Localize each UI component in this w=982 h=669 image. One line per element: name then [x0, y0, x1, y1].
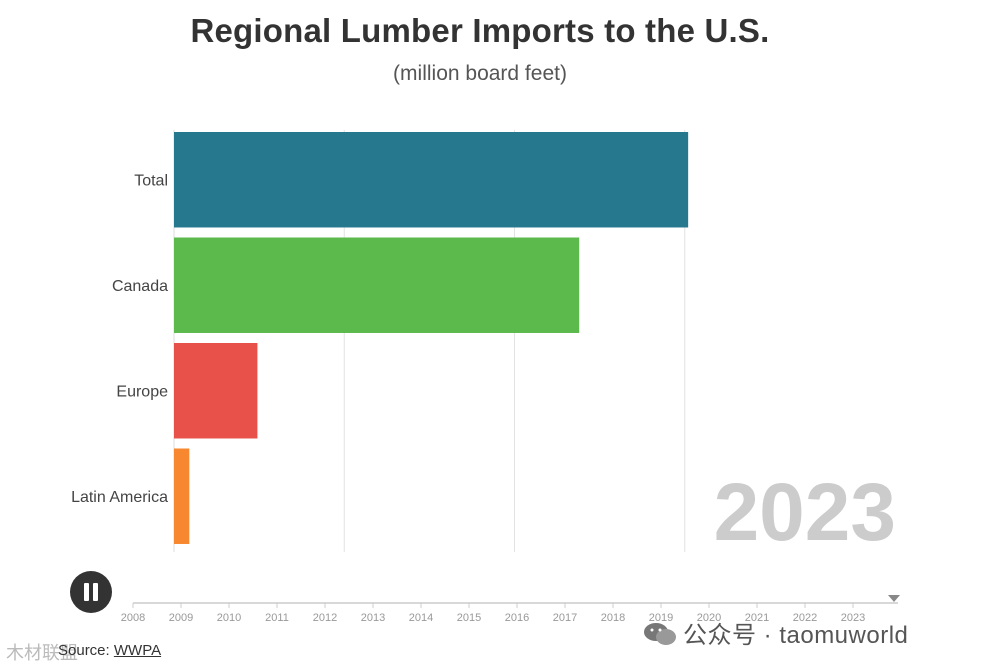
pause-icon-bar [93, 583, 98, 601]
timeline-year-label[interactable]: 2019 [649, 612, 673, 624]
category-label: Total [134, 173, 168, 190]
category-labels: Total Canada Europe Latin America [71, 173, 168, 506]
watermark-left: 木材联盟 [6, 643, 78, 663]
timeline-ticks: 2008 2009 2010 2011 2012 2013 2014 2015 2016 2017… [121, 603, 865, 624]
bars-group [174, 132, 689, 544]
timeline-year-label[interactable]: 2010 [217, 612, 241, 624]
timeline-year-label[interactable]: 2023 [841, 612, 865, 624]
timeline-year-label[interactable]: 2014 [409, 612, 433, 624]
timeline-year-label[interactable]: 2012 [313, 612, 337, 624]
bar-latin-america [174, 448, 190, 544]
source-link[interactable]: WWPA [113, 642, 162, 659]
timeline-year-label[interactable]: 2021 [745, 612, 769, 624]
pause-button[interactable] [70, 571, 112, 613]
timeline-year-label[interactable]: 2008 [121, 612, 145, 624]
bar-total [174, 132, 689, 228]
bar-europe [174, 343, 258, 439]
timeline-year-label[interactable]: 2015 [457, 612, 481, 624]
timeline-year-label[interactable]: 2009 [169, 612, 193, 624]
pause-icon-bar [84, 583, 89, 601]
chart-subtitle: (million board feet) [393, 62, 567, 85]
timeline-year-label[interactable]: 2011 [265, 612, 289, 624]
current-year-label: 2023 [714, 467, 896, 558]
timeline-year-label[interactable]: 2017 [553, 612, 577, 624]
category-label: Canada [112, 278, 168, 295]
wechat-icon [644, 623, 676, 645]
timeline-year-label[interactable]: 2018 [601, 612, 625, 624]
watermark: 公众号 · taomuworld [643, 615, 908, 650]
timeline-year-label[interactable]: 2020 [697, 612, 721, 624]
watermark-text: 公众号 · taomuworld [683, 622, 909, 649]
category-label: Latin America [71, 489, 168, 506]
category-label: Europe [116, 384, 168, 401]
chart-title: Regional Lumber Imports to the U.S. [190, 12, 770, 49]
source-prefix: Source: [58, 642, 114, 659]
source-note: Source: WWPA [58, 642, 161, 659]
timeline-year-label[interactable]: 2022 [793, 612, 817, 624]
timeline-year-label[interactable]: 2016 [505, 612, 529, 624]
timeline-year-label[interactable]: 2013 [361, 612, 385, 624]
timeline-handle[interactable] [888, 595, 900, 602]
bar-canada [174, 237, 580, 333]
